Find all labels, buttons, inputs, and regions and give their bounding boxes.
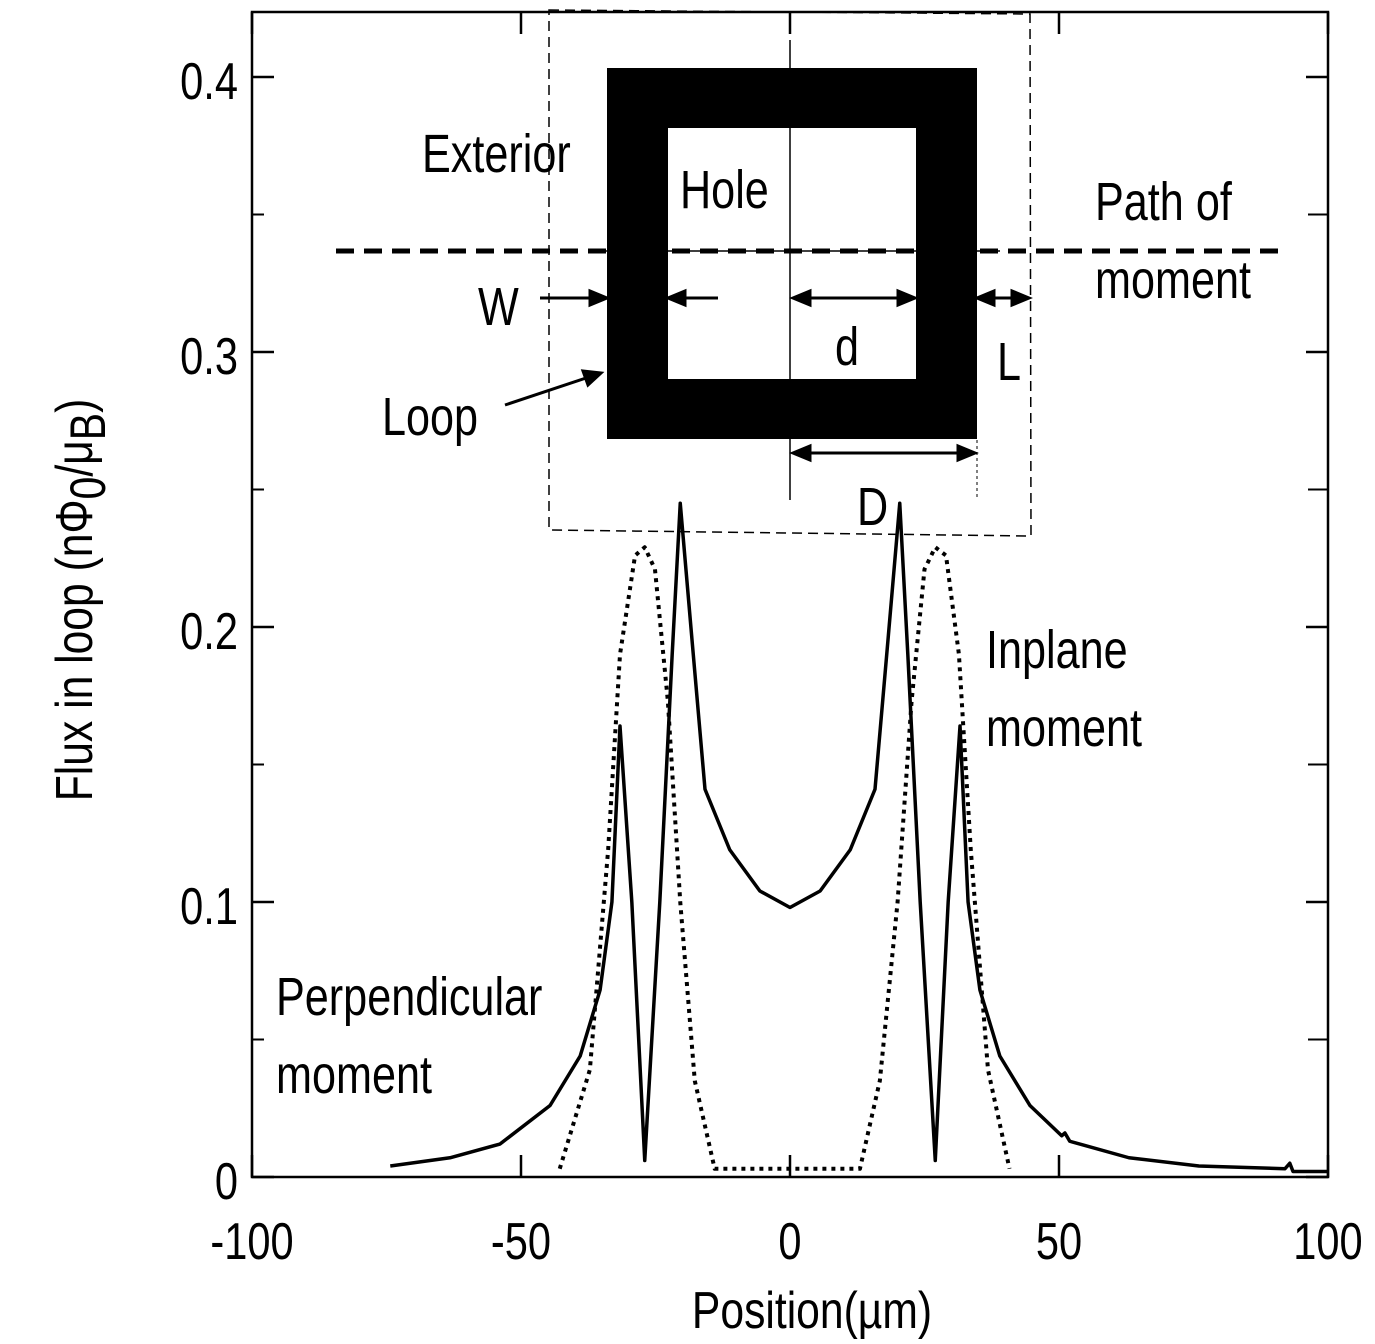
annotation: W xyxy=(478,278,519,338)
inset-diagram xyxy=(336,9,1285,537)
y-tick-label: 0.3 xyxy=(180,327,238,386)
y-axis-label-part: ) xyxy=(46,399,104,413)
annotation: Loop xyxy=(382,388,478,448)
x-tick-label: 0 xyxy=(778,1212,801,1271)
x-tick-label: 50 xyxy=(1036,1212,1082,1271)
annotation: L xyxy=(997,333,1021,393)
annotation: moment xyxy=(986,699,1142,759)
y-axis-label-part: 0 xyxy=(60,477,116,500)
y-axis-label: Flux in loop (nΦ0/μB) xyxy=(46,399,115,802)
annotation: moment xyxy=(276,1046,432,1106)
loop-square xyxy=(607,68,977,439)
annotation: d xyxy=(835,318,859,378)
y-tick-label: 0.4 xyxy=(180,52,238,111)
series-line xyxy=(557,545,1012,1171)
x-axis-label: Position(µm) xyxy=(692,1282,932,1340)
annotation: Path of xyxy=(1095,173,1232,233)
y-tick-label: 0.1 xyxy=(180,877,238,936)
y-axis-label-part: /μ xyxy=(46,440,104,476)
x-tick-label: 100 xyxy=(1293,1212,1362,1271)
y-axis-label-part: B xyxy=(60,413,116,440)
series-line xyxy=(390,501,1328,1174)
annotation: Exterior xyxy=(422,125,571,185)
annotation: moment xyxy=(1095,251,1251,311)
annotation: D xyxy=(857,478,888,538)
y-tick-label: 0 xyxy=(215,1152,238,1211)
y-tick-label: 0.2 xyxy=(180,602,238,661)
x-tick-label: -100 xyxy=(210,1212,293,1271)
annotation: Hole xyxy=(680,161,769,221)
x-tick-label: -50 xyxy=(491,1212,551,1271)
annotation: Perpendicular xyxy=(276,968,542,1028)
y-axis-label-part: Flux in loop (nΦ xyxy=(46,499,104,801)
annotation: Inplane xyxy=(986,621,1128,681)
arrows xyxy=(504,288,1033,500)
